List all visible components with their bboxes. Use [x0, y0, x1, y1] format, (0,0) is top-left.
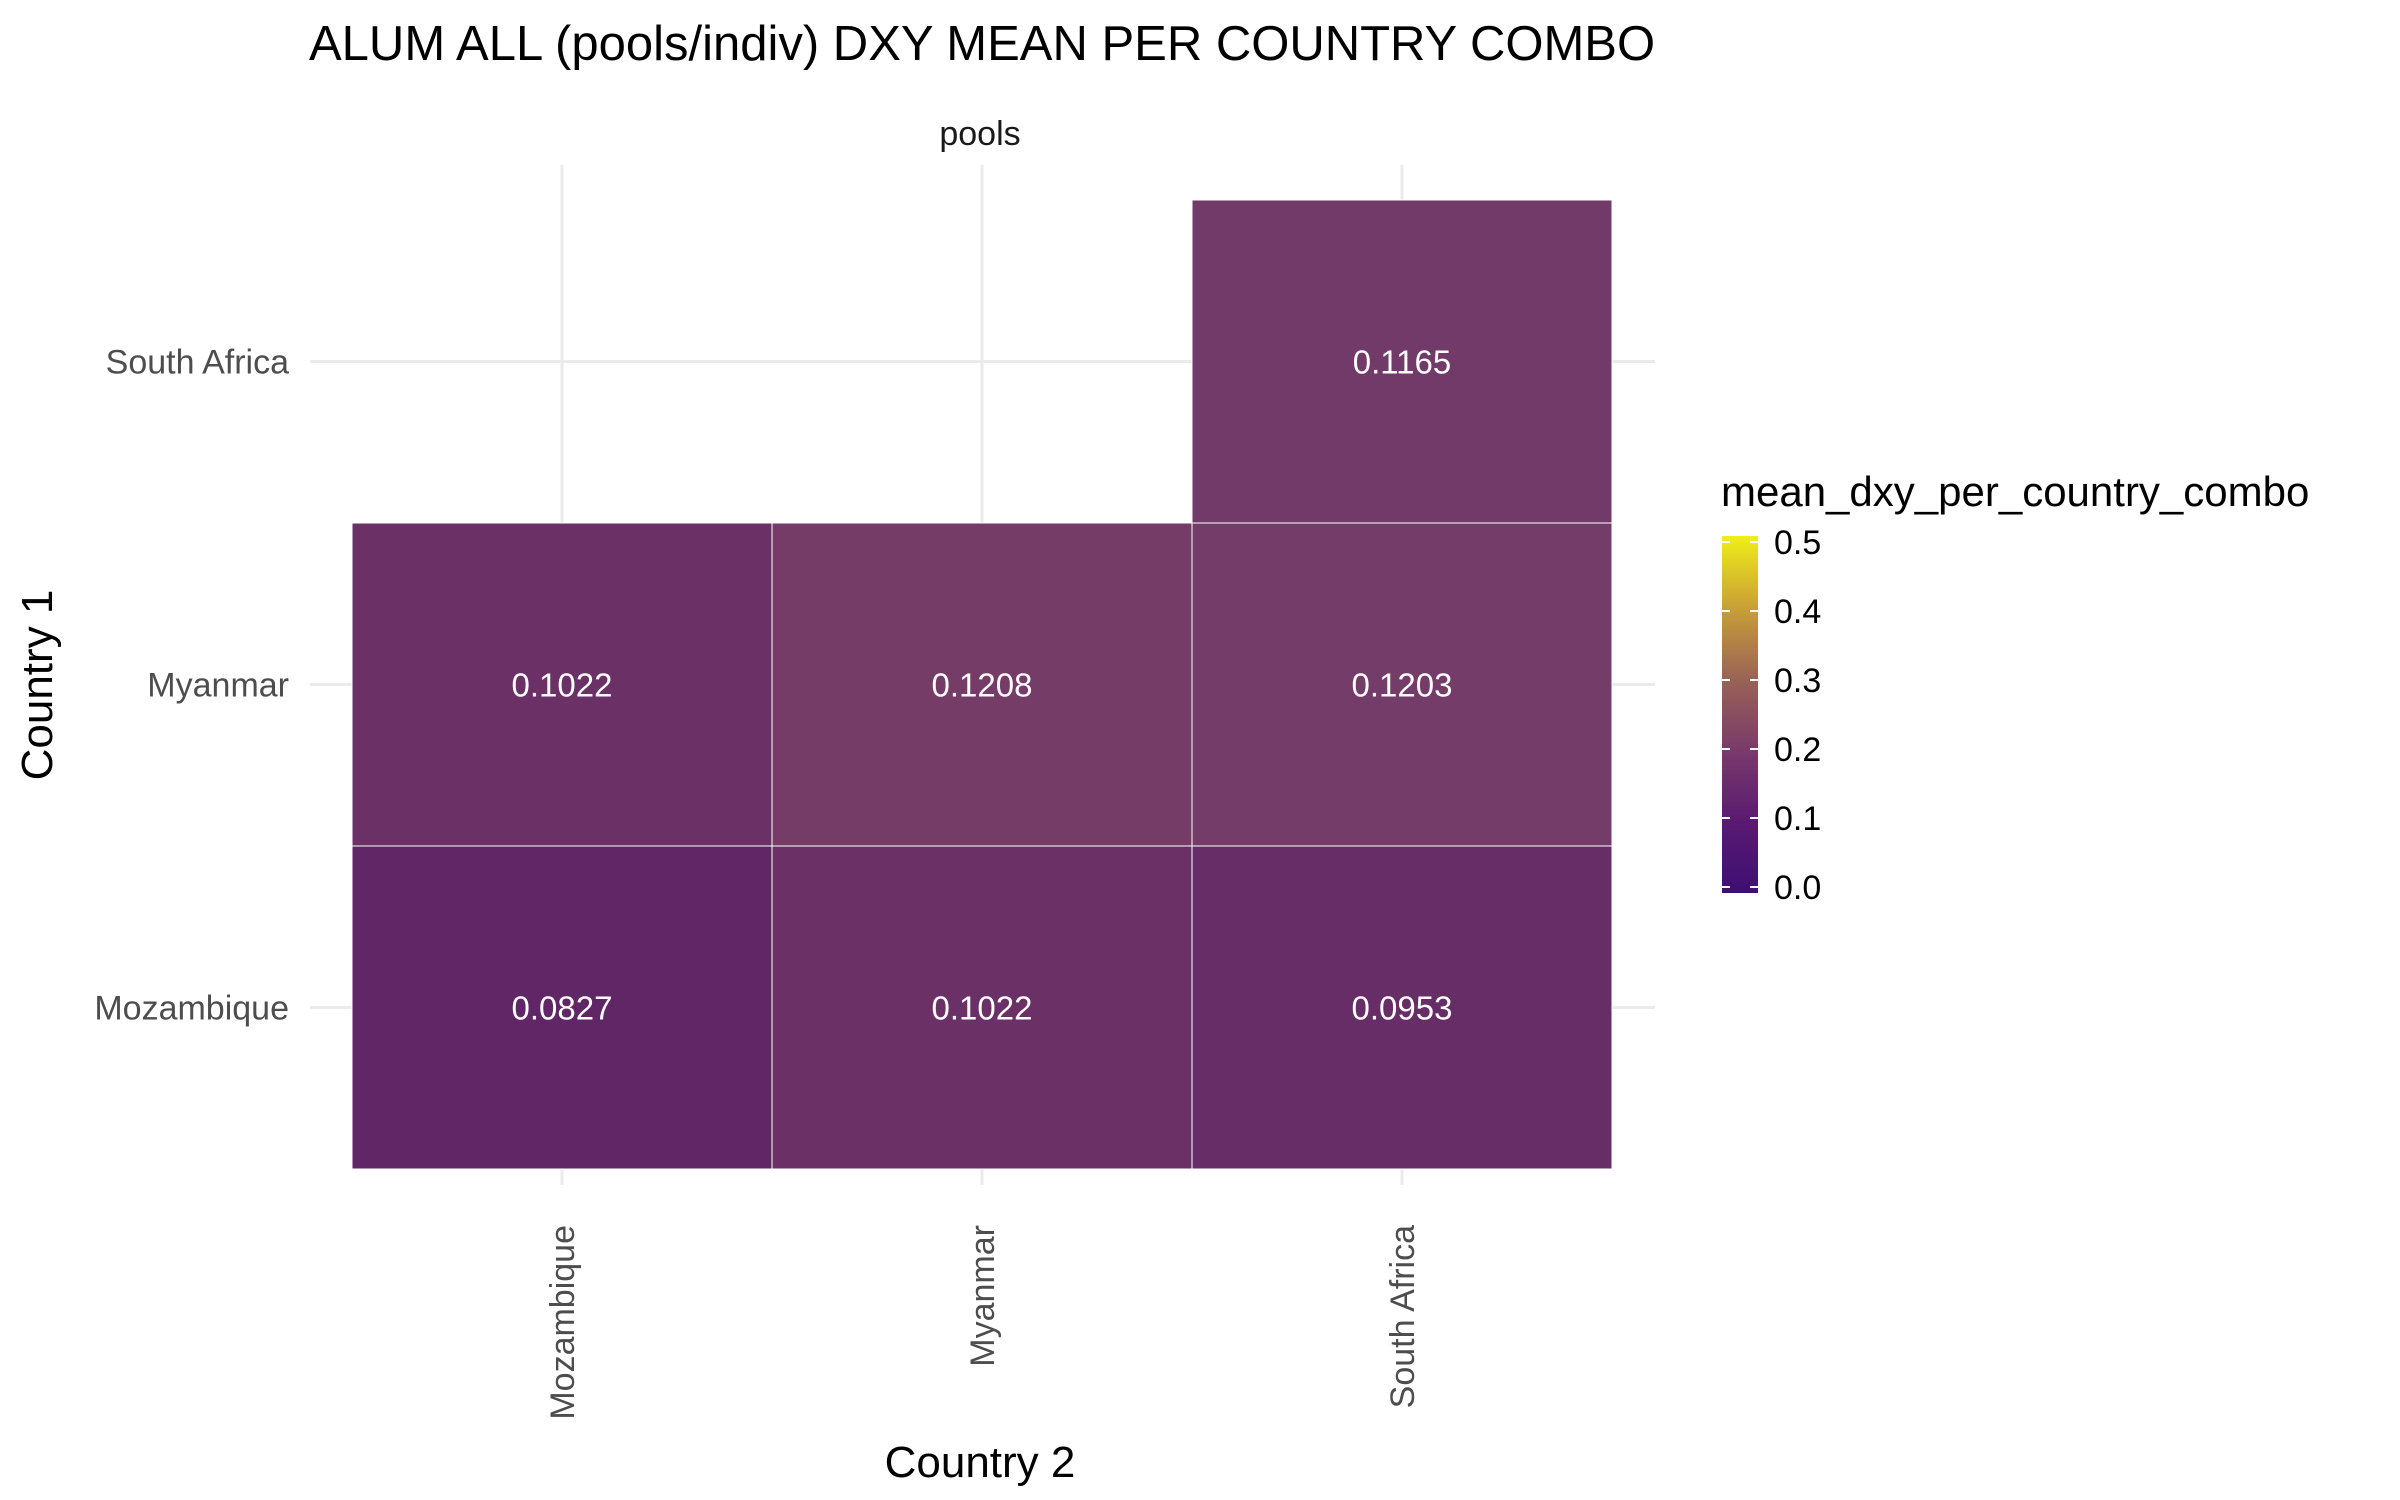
heatmap-cell [1191, 199, 1613, 524]
heatmap-cells [351, 199, 1613, 1170]
cell-value-label: 0.0827 [512, 990, 613, 1027]
cell-value-label: 0.1203 [1352, 667, 1453, 704]
x-tick-label: South Africa [1384, 1225, 1422, 1408]
y-axis-ticks: Mozambique Myanmar South Africa [94, 344, 289, 1028]
heatmap-cell [351, 522, 773, 847]
legend-tick-label: 0.4 [1774, 593, 1821, 631]
x-axis-title: Country 2 [885, 1438, 1076, 1487]
heatmap-cell [771, 845, 1193, 1170]
color-legend: mean_dxy_per_country_combo 0.00.10.20.30… [1721, 468, 2309, 907]
legend-tick-label: 0.0 [1774, 869, 1821, 907]
cell-value-label: 0.1022 [512, 667, 613, 704]
cell-labels: 0.0827 0.1022 0.0953 0.1022 0.1208 0.1203 0.11… [512, 344, 1453, 1027]
legend-tick-label: 0.3 [1774, 662, 1821, 700]
heatmap-cell [351, 845, 773, 1170]
x-tick-label: Mozambique [544, 1225, 582, 1420]
cell-value-label: 0.1165 [1353, 344, 1451, 381]
cell-value-label: 0.1022 [932, 990, 1033, 1027]
facet-strip-label: pools [939, 115, 1020, 153]
cell-value-label: 0.0953 [1352, 990, 1453, 1027]
legend-title: mean_dxy_per_country_combo [1721, 468, 2309, 515]
legend-tick-label: 0.5 [1774, 524, 1821, 562]
x-tick-label: Myanmar [964, 1225, 1002, 1367]
y-axis-title: Country 1 [13, 590, 62, 781]
legend-tick-label: 0.2 [1774, 731, 1821, 769]
cell-value-label: 0.1208 [932, 667, 1033, 704]
legend-tick-label: 0.1 [1774, 800, 1821, 838]
heatmap-cell [771, 522, 1193, 847]
legend-ticks: 0.0 0.1 0.2 0.3 0.4 0.5 [1722, 524, 1821, 907]
x-axis-ticks: Mozambique Myanmar South Africa [544, 1225, 1422, 1420]
heatmap-cell [1191, 845, 1613, 1170]
y-tick-label: Myanmar [147, 667, 289, 705]
legend-colorbar [1722, 536, 1758, 893]
y-tick-label: South Africa [106, 344, 289, 382]
chart-title: ALUM ALL (pools/indiv) DXY MEAN PER COUN… [309, 17, 1655, 71]
heatmap-cell [1191, 522, 1613, 847]
y-tick-label: Mozambique [94, 990, 289, 1028]
